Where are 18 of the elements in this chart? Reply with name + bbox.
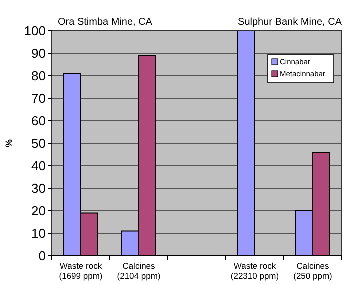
y-tick-label: 90: [32, 46, 46, 62]
y-axis-title: %: [4, 139, 14, 148]
y-tick-label: 100: [24, 24, 46, 39]
y-tick-label: 80: [32, 68, 46, 84]
x-tick-label: Waste rock (1699 ppm): [59, 261, 103, 281]
y-tick-label: 30: [32, 181, 46, 196]
y-tick-label: 60: [32, 114, 46, 129]
text: Sulphur Bank Mine, CA: [238, 17, 342, 28]
y-tick-label: 20: [32, 204, 46, 219]
text: Ora Stimba Mine, CA: [58, 17, 153, 28]
y-tick-label: 50: [32, 136, 46, 152]
x-tick-label: Waste rock (22310 ppm): [230, 261, 280, 281]
y-tick-label: 70: [32, 91, 46, 106]
y-tick-label: 40: [32, 158, 46, 174]
y-tick-label: 0: [38, 248, 46, 264]
x-tick-label: Calcines (250 ppm): [294, 261, 333, 281]
y-tick-label: 10: [32, 226, 46, 242]
x-tick-label: Calcines (2104 ppm): [117, 261, 161, 281]
